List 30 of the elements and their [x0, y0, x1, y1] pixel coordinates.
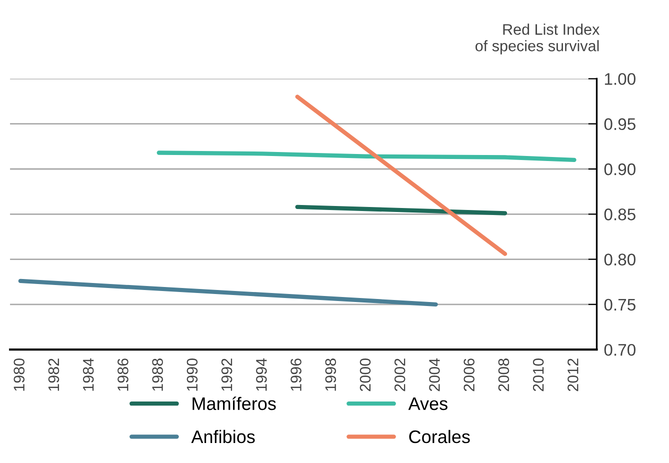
x-tick-label: 2006 — [464, 358, 475, 392]
x-tick-label: 1982 — [48, 358, 60, 391]
x-tick-label: 1998 — [325, 358, 336, 391]
x-tick-label: 1992 — [221, 358, 232, 391]
y-tick-label: 0.90 — [604, 163, 636, 176]
y-tick-label: 0.95 — [604, 118, 636, 130]
y-tick-label: 0.80 — [604, 254, 636, 266]
legend-label: Corales — [409, 430, 470, 444]
x-tick-label: 1994 — [256, 358, 267, 391]
x-tick-label: 2004 — [429, 358, 440, 392]
y-tick-label: 0.75 — [604, 298, 636, 311]
x-tick-label: 2008 — [498, 358, 510, 392]
line-series — [156, 150, 576, 162]
y-tick-label: 1.00 — [604, 73, 636, 85]
x-tick-label: 1990 — [186, 358, 198, 391]
x-tick-label: 1986 — [118, 358, 128, 391]
x-tick-label: 1996 — [290, 358, 302, 391]
x-tick-label: 1984 — [82, 358, 94, 391]
x-tick-label: 2002 — [394, 358, 406, 392]
x-tick-label: 1980 — [14, 358, 25, 391]
y-axis-title: Red List Index of species survival — [476, 24, 600, 54]
legend-label: Mamíferos — [192, 396, 276, 410]
x-tick-label: 2000 — [360, 358, 371, 392]
y-tick-label: 0.70 — [604, 344, 636, 356]
y-tick-label: 0.85 — [604, 208, 636, 220]
x-tick-label: 2012 — [568, 358, 578, 392]
x-tick-label: 2010 — [532, 358, 544, 392]
legend-label: Anfibios — [191, 430, 255, 444]
x-tick-label: 1988 — [152, 358, 163, 391]
legend-label: Aves — [408, 398, 448, 410]
